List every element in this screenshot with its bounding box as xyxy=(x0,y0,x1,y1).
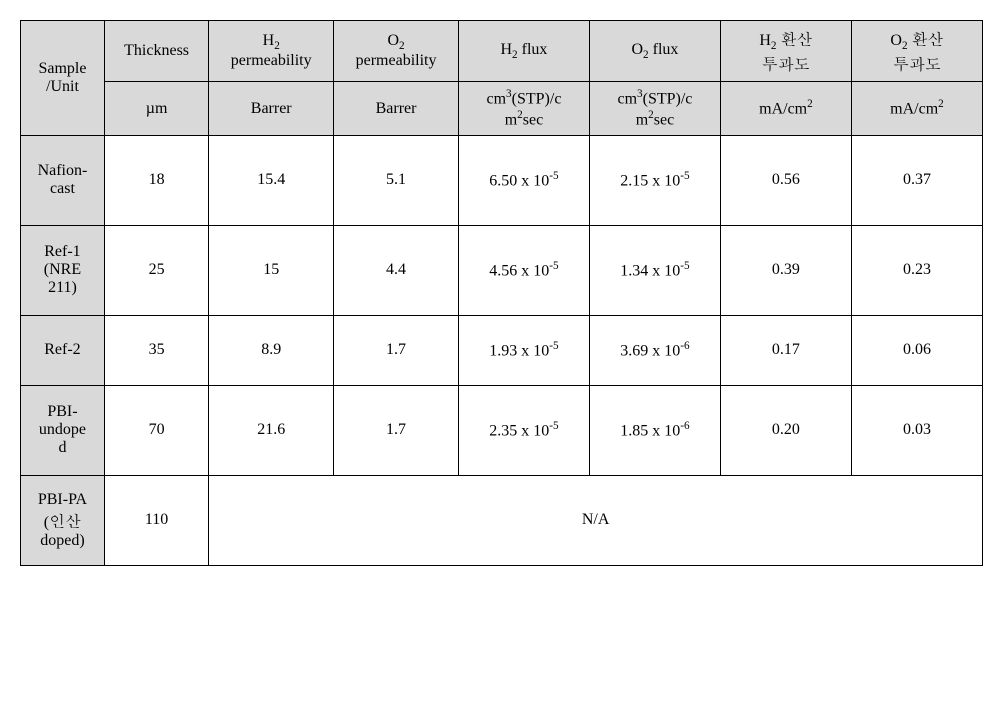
cell-o2perm: 1.7 xyxy=(334,385,459,475)
col-o2conv-header: O2 환산투과도 xyxy=(851,21,982,82)
cell-na: N/A xyxy=(209,475,983,565)
cell-h2flux: 2.35 x 10-5 xyxy=(458,385,589,475)
cell-h2perm: 21.6 xyxy=(209,385,334,475)
cell-h2perm: 15.4 xyxy=(209,135,334,225)
cell-o2flux: 2.15 x 10-5 xyxy=(589,135,720,225)
unit-h2conv: mA/cm2 xyxy=(720,82,851,136)
cell-h2perm: 15 xyxy=(209,225,334,315)
cell-thickness: 70 xyxy=(104,385,208,475)
table-row: Ref-1(NRE211) 25 15 4.4 4.56 x 10-5 1.34… xyxy=(21,225,983,315)
unit-h2perm: Barrer xyxy=(209,82,334,136)
cell-h2conv: 0.20 xyxy=(720,385,851,475)
cell-h2flux: 6.50 x 10-5 xyxy=(458,135,589,225)
row-sample-label: PBI-PA(인산doped) xyxy=(21,475,105,565)
table-row: Nafion-cast 18 15.4 5.1 6.50 x 10-5 2.15… xyxy=(21,135,983,225)
cell-h2conv: 0.39 xyxy=(720,225,851,315)
col-h2perm-header: H2permeability xyxy=(209,21,334,82)
cell-o2conv: 0.23 xyxy=(851,225,982,315)
header-row-units: µm Barrer Barrer cm3(STP)/cm2sec cm3(STP… xyxy=(21,82,983,136)
cell-h2flux: 4.56 x 10-5 xyxy=(458,225,589,315)
cell-h2conv: 0.17 xyxy=(720,315,851,385)
col-h2flux-header: H2 flux xyxy=(458,21,589,82)
cell-thickness: 110 xyxy=(104,475,208,565)
unit-o2flux: cm3(STP)/cm2sec xyxy=(589,82,720,136)
cell-o2flux: 3.69 x 10-6 xyxy=(589,315,720,385)
col-o2flux-header: O2 flux xyxy=(589,21,720,82)
row-sample-label: Ref-2 xyxy=(21,315,105,385)
unit-thickness: µm xyxy=(104,82,208,136)
cell-o2conv: 0.37 xyxy=(851,135,982,225)
cell-thickness: 25 xyxy=(104,225,208,315)
cell-thickness: 35 xyxy=(104,315,208,385)
permeability-table: Sample/Unit Thickness H2permeability O2p… xyxy=(20,20,983,566)
table-row: PBI-PA(인산doped) 110 N/A xyxy=(21,475,983,565)
header-row-names: Sample/Unit Thickness H2permeability O2p… xyxy=(21,21,983,82)
cell-o2conv: 0.03 xyxy=(851,385,982,475)
cell-o2perm: 5.1 xyxy=(334,135,459,225)
table-row: PBI-undoped 70 21.6 1.7 2.35 x 10-5 1.85… xyxy=(21,385,983,475)
col-h2conv-header: H2 환산투과도 xyxy=(720,21,851,82)
cell-h2perm: 8.9 xyxy=(209,315,334,385)
col-sample-header: Sample/Unit xyxy=(21,21,105,136)
table-row: Ref-2 35 8.9 1.7 1.93 x 10-5 3.69 x 10-6… xyxy=(21,315,983,385)
unit-o2conv: mA/cm2 xyxy=(851,82,982,136)
unit-h2flux: cm3(STP)/cm2sec xyxy=(458,82,589,136)
cell-o2flux: 1.85 x 10-6 xyxy=(589,385,720,475)
row-sample-label: Nafion-cast xyxy=(21,135,105,225)
col-o2perm-header: O2permeability xyxy=(334,21,459,82)
cell-h2flux: 1.93 x 10-5 xyxy=(458,315,589,385)
unit-o2perm: Barrer xyxy=(334,82,459,136)
row-sample-label: Ref-1(NRE211) xyxy=(21,225,105,315)
cell-o2perm: 1.7 xyxy=(334,315,459,385)
col-thickness-header: Thickness xyxy=(104,21,208,82)
cell-o2conv: 0.06 xyxy=(851,315,982,385)
cell-thickness: 18 xyxy=(104,135,208,225)
row-sample-label: PBI-undoped xyxy=(21,385,105,475)
cell-o2flux: 1.34 x 10-5 xyxy=(589,225,720,315)
cell-h2conv: 0.56 xyxy=(720,135,851,225)
cell-o2perm: 4.4 xyxy=(334,225,459,315)
